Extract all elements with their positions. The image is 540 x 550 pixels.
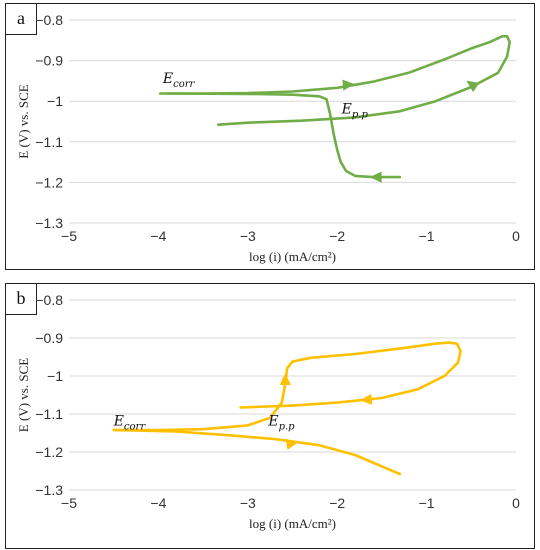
y-axis-title-a: E (V) vs. SCE xyxy=(16,84,31,158)
x-tick-label-a-1: −4 xyxy=(150,228,166,244)
y-tick-label-b-4: −1.2 xyxy=(35,444,63,460)
annotation-a-1: Ep.p xyxy=(341,101,369,120)
y-axis-title-b: E (V) vs. SCE xyxy=(16,358,31,432)
x-tick-label-a-5: 0 xyxy=(512,228,520,244)
y-tick-label-b-3: −1.1 xyxy=(35,406,63,422)
annotation-b-0: Ecorr xyxy=(113,413,147,432)
x-tick-label-a-0: −5 xyxy=(61,228,77,244)
y-tick-label-b-0: −0.8 xyxy=(35,292,63,308)
y-tick-label-a-2: −1 xyxy=(47,93,63,109)
annotation-main-a-0: E xyxy=(162,71,173,87)
x-tick-label-b-3: −2 xyxy=(329,495,345,511)
chart-a-svg: −0.8 −0.9 −1 −1.1 −1.2 −1.3−5 −4 −3 −2 −1 0 log (i)… xyxy=(16,12,520,264)
annotation-a-0: Ecorr xyxy=(162,71,196,90)
y-tick-label-a-1: −0.9 xyxy=(35,53,63,69)
y-tick-label-a-4: −1.2 xyxy=(35,174,63,190)
x-tick-label-a-3: −2 xyxy=(329,228,345,244)
x-tick-label-b-4: −1 xyxy=(419,495,435,511)
annotation-sub-b-0: corr xyxy=(124,421,146,432)
x-tick-label-b-5: 0 xyxy=(512,495,520,511)
y-tick-label-a-3: −1.1 xyxy=(35,134,63,150)
x-axis-title-a: log (i) (mA/cm²) xyxy=(249,249,336,264)
chart-panel-b: b −0.8 −0.9 −1 −1.1 −1.2 −1.3 −5 −4 −3 −2 −1 0 log (… xyxy=(5,283,535,549)
annotation-sub-a-0: corr xyxy=(173,79,195,90)
direction-arrow-a-2 xyxy=(369,171,382,183)
panel-label-b: b xyxy=(6,284,37,315)
series-loop-curve-a xyxy=(158,34,511,126)
annotation-main-b-1: E xyxy=(267,413,278,429)
x-tick-label-a-2: −3 xyxy=(240,228,256,244)
x-tick-label-b-2: −3 xyxy=(240,495,256,511)
direction-arrow-a-0 xyxy=(342,79,355,91)
y-tick-label-b-1: −0.9 xyxy=(35,330,63,346)
y-tick-label-b-2: −1 xyxy=(47,368,63,384)
annotation-main-b-0: E xyxy=(113,413,124,429)
chart-panel-a: a −0.8 −0.9 −1 −1.1 −1.2 −1.3 −5 −4 −3 −2 −1 0 log (… xyxy=(5,3,535,270)
y-tick-label-a-5: −1.3 xyxy=(35,215,63,231)
x-tick-label-b-1: −4 xyxy=(150,495,166,511)
y-tick-label-a-0: −0.8 xyxy=(35,12,63,28)
annotation-main-a-1: E xyxy=(341,101,352,117)
series-branch-curve-a xyxy=(166,92,402,179)
x-tick-label-b-0: −5 xyxy=(61,495,77,511)
direction-arrow-b-0 xyxy=(279,373,291,385)
x-axis-title-b: log (i) (mA/cm²) xyxy=(249,516,336,531)
annotation-sub-b-1: p.p xyxy=(279,421,296,432)
x-tick-label-a-4: −1 xyxy=(419,228,435,244)
direction-arrow-a-1 xyxy=(466,80,480,93)
direction-arrow-b-2 xyxy=(285,438,299,450)
panel-label-a: a xyxy=(6,4,37,35)
annotation-sub-a-1: p.p xyxy=(352,109,369,120)
series-loop-curve-b xyxy=(112,341,462,432)
annotation-b-1: Ep.p xyxy=(267,413,295,432)
direction-arrow-b-1 xyxy=(359,393,373,405)
y-tick-label-b-5: −1.3 xyxy=(35,482,63,498)
chart-b-svg: −0.8 −0.9 −1 −1.1 −1.2 −1.3−5 −4 −3 −2 −1 0 log (i)… xyxy=(16,292,520,531)
